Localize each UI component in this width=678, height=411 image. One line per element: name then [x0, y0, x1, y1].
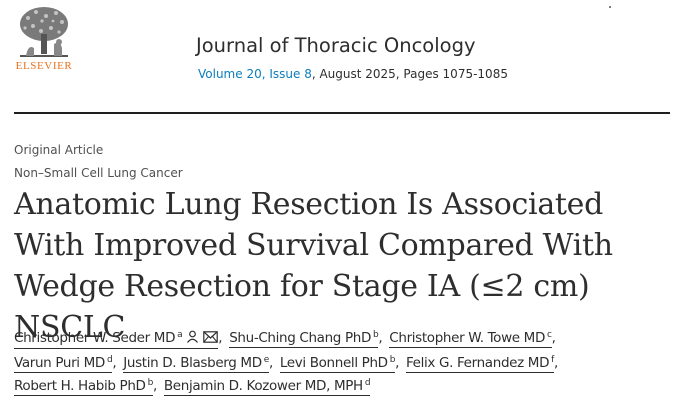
author-name: Shu-Ching Chang PhD	[229, 330, 372, 346]
author-link[interactable]: Shu-Ching Chang PhD b	[229, 330, 379, 348]
author-link[interactable]: Robert H. Habib PhD b	[14, 378, 153, 396]
author-separator: ,	[268, 355, 273, 371]
decorative-dot	[609, 6, 611, 8]
affiliation-marker: c	[547, 330, 552, 340]
author-link[interactable]: Levi Bonnell PhD b	[279, 355, 396, 373]
affiliation-marker: f	[551, 355, 554, 365]
affiliation-marker: e	[263, 355, 270, 365]
affiliation-marker: b	[389, 355, 396, 365]
author-link[interactable]: Felix G. Fernandez MD f	[406, 355, 554, 373]
author-list-line-1: Christopher W. Seder MD a, Shu-Ching Chan…	[14, 330, 556, 349]
article-category: Non–Small Cell Lung Cancer	[14, 166, 183, 180]
issue-details: , August 2025, Pages 1075-1085	[311, 67, 508, 81]
publisher-logo[interactable]: ELSEVIER	[12, 4, 76, 74]
author-separator: ,	[553, 355, 558, 371]
author-list-line-3: Robert H. Habib PhD b, Benjamin D. Kozowe…	[14, 378, 371, 396]
issue-link[interactable]: Volume 20, Issue 8	[198, 67, 312, 81]
author-name: Christopher W. Towe MD	[389, 330, 546, 346]
author-name: Robert H. Habib PhD	[14, 378, 146, 394]
article-title: Anatomic Lung Resection Is Associated Wi…	[14, 187, 613, 345]
affiliation-marker: d	[106, 355, 113, 365]
publisher-name: ELSEVIER	[15, 60, 73, 72]
affiliation-marker: d	[364, 378, 371, 388]
author-separator: ,	[112, 355, 117, 371]
mail-icon	[203, 331, 219, 347]
author-name: Varun Puri MD	[14, 355, 105, 371]
article-type: Original Article	[14, 143, 104, 157]
author-name: Justin D. Blasberg MD	[123, 355, 262, 371]
affiliation-marker: b	[147, 378, 154, 388]
author-name: Christopher W. Seder MD	[14, 330, 176, 346]
author-name: Benjamin D. Kozower MD, MPH	[163, 378, 363, 394]
author-link[interactable]: Christopher W. Seder MD a	[14, 330, 219, 349]
author-separator: ,	[395, 355, 400, 371]
author-separator: ,	[152, 378, 157, 394]
author-separator: ,	[551, 330, 556, 346]
author-name: Levi Bonnell PhD	[279, 355, 388, 371]
issue-info: Volume 20, Issue 8, August 2025, Pages 1…	[198, 67, 508, 81]
affiliation-marker: b	[373, 330, 379, 340]
affiliation-marker: a	[177, 330, 183, 340]
author-link[interactable]: Justin D. Blasberg MD e	[123, 355, 269, 373]
header-divider	[14, 112, 670, 114]
journal-header: ELSEVIER Journal of Thoracic Oncology Vo…	[0, 0, 678, 112]
author-list-line-2: Varun Puri MD d, Justin D. Blasberg MD e, …	[14, 355, 558, 373]
author-separator: ,	[378, 330, 383, 346]
elsevier-tree-icon	[16, 4, 72, 60]
person-icon	[186, 330, 199, 347]
author-link[interactable]: Benjamin D. Kozower MD, MPH d	[163, 378, 371, 396]
author-name: Felix G. Fernandez MD	[406, 355, 550, 371]
author-link[interactable]: Christopher W. Towe MD c	[389, 330, 552, 348]
journal-title-link[interactable]: Journal of Thoracic Oncology	[196, 34, 476, 57]
author-separator: ,	[218, 330, 223, 346]
author-link[interactable]: Varun Puri MD d	[14, 355, 113, 373]
